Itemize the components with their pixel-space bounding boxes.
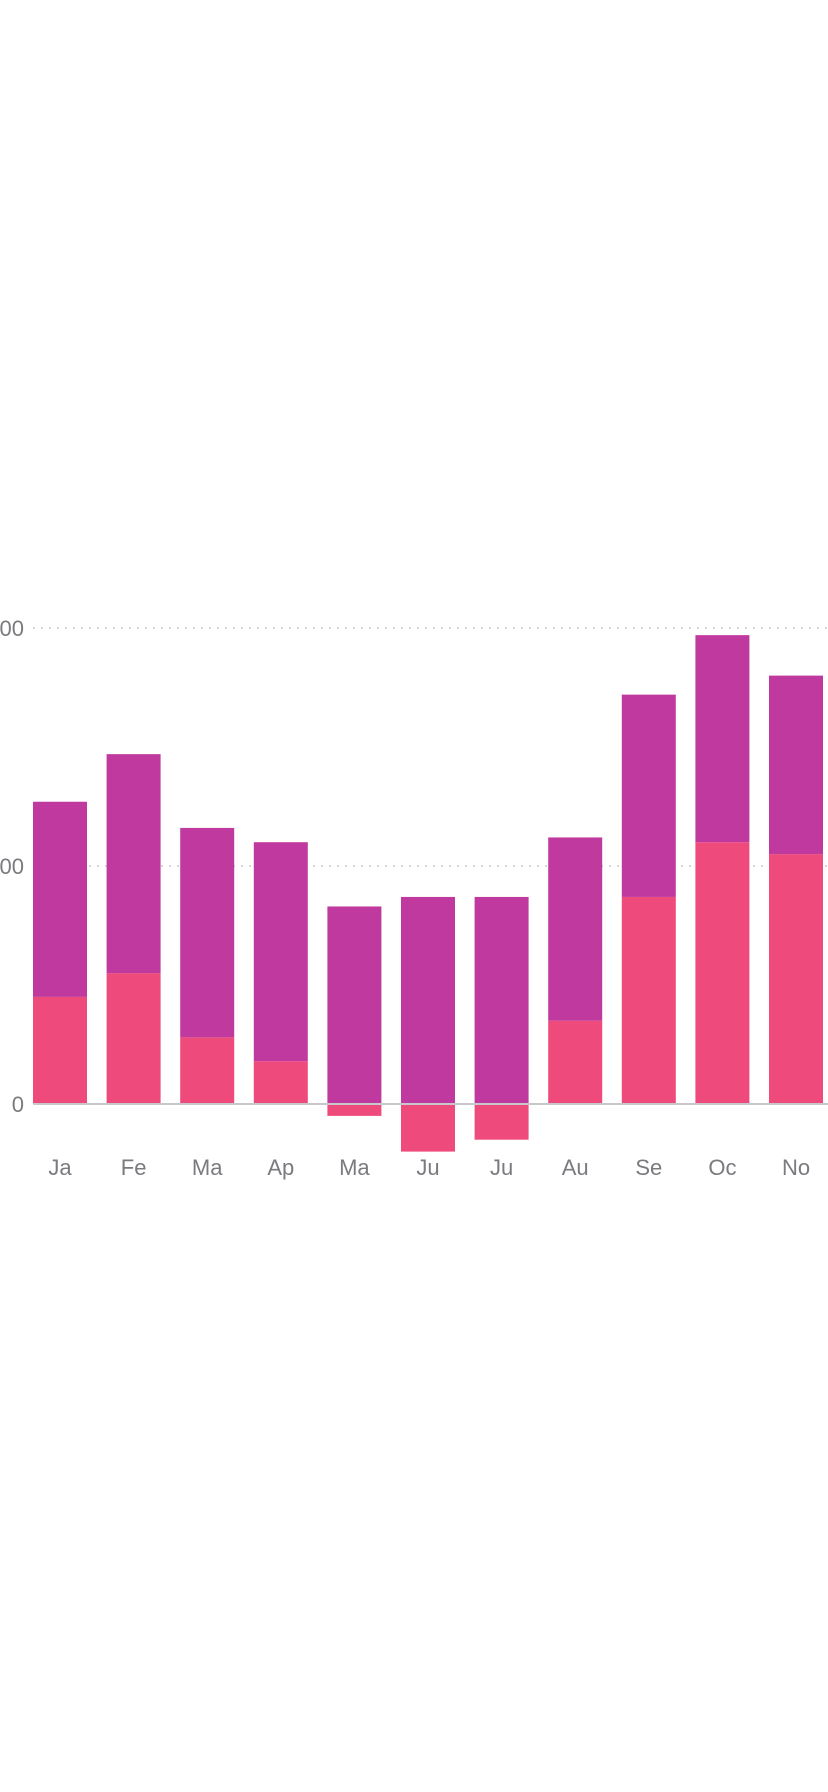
bar-segment-series-2	[106, 754, 161, 974]
y-tick-label: 0	[12, 1092, 24, 1117]
x-tick-label: Ma	[339, 1155, 370, 1180]
bar-segment-series-1	[401, 1104, 455, 1152]
bar-segment-series-1	[548, 1020, 603, 1104]
bar-segment-series-1	[33, 996, 87, 1104]
bar-segment-series-1	[180, 1037, 235, 1104]
bar-segment-series-1	[253, 1061, 308, 1104]
bar-segment-series-1	[106, 973, 161, 1104]
x-tick-label: Ap	[267, 1155, 294, 1180]
bar-segment-series-1	[621, 896, 676, 1104]
x-tick-label: Au	[562, 1155, 589, 1180]
y-tick-label: 00	[0, 854, 24, 879]
bar-segment-series-2	[180, 827, 235, 1038]
bar-segment-series-2	[327, 906, 382, 1104]
x-tick-label: Ju	[490, 1155, 513, 1180]
bar-segment-series-1	[474, 1104, 529, 1140]
y-tick-label: 00	[0, 616, 24, 641]
bar-segment-series-2	[695, 635, 750, 843]
x-tick-label: Se	[635, 1155, 662, 1180]
x-tick-label: Oc	[708, 1155, 736, 1180]
bars	[33, 635, 823, 1152]
bar-segment-series-2	[401, 896, 455, 1104]
bar-segment-series-2	[253, 842, 308, 1062]
bar-segment-series-2	[769, 675, 823, 855]
x-tick-label: Ja	[48, 1155, 72, 1180]
bar-segment-series-1	[327, 1104, 382, 1116]
bar-segment-series-2	[33, 801, 87, 997]
bar-segment-series-1	[769, 854, 823, 1104]
bar-segment-series-2	[474, 896, 529, 1104]
x-tick-label: No	[782, 1155, 810, 1180]
bar-segment-series-2	[548, 837, 603, 1021]
x-tick-label: Ju	[416, 1155, 439, 1180]
x-tick-label: Ma	[192, 1155, 223, 1180]
bar-segment-series-2	[621, 694, 676, 897]
bar-segment-series-1	[695, 842, 750, 1104]
x-tick-label: Fe	[121, 1155, 147, 1180]
